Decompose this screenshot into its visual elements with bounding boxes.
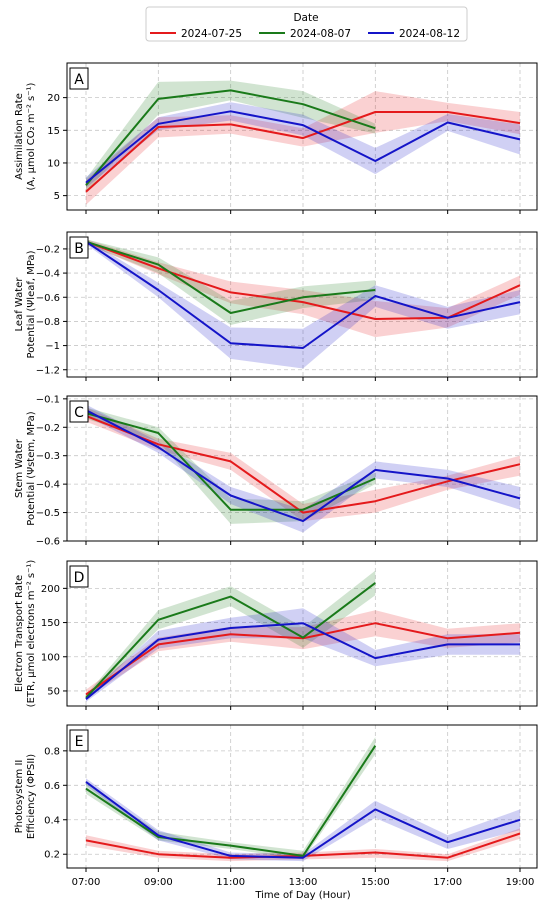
y-axis-label-B-0: Leaf Water	[14, 277, 25, 332]
series-line-B-2024-08-07	[85, 240, 376, 314]
y-tick-label-150: 150	[41, 618, 60, 629]
legend: Date 2024-07-25 2024-08-07 2024-08-12	[145, 6, 468, 42]
band-B-2024-08-12	[86, 239, 520, 369]
series-line-C-2024-08-07	[85, 412, 376, 511]
x-tick-label-17:00: 17:00	[433, 877, 462, 888]
y-tick-label-15: 15	[47, 126, 60, 137]
axes-frame-C	[66, 395, 538, 542]
band-D-2024-07-25	[86, 610, 520, 698]
series-line-A-2024-08-12	[85, 110, 521, 184]
panel-letter-box-A	[69, 67, 89, 90]
series-line-B-2024-08-12	[85, 240, 521, 349]
x-tick-label-13:00: 13:00	[289, 877, 318, 888]
y-tick-label--1: −1	[45, 341, 60, 352]
band-C-2024-08-07	[86, 407, 376, 524]
band-B-2024-07-25	[86, 239, 520, 338]
y-tick-label--0.3: −0.3	[36, 451, 60, 462]
y-tick-label-0.6: 0.6	[44, 781, 60, 792]
band-C-2024-08-12	[86, 404, 520, 533]
band-A-2024-08-07	[86, 80, 376, 192]
y-axis-label-D-1: (ETR, μmol electrons m⁻² s⁻¹)	[26, 560, 37, 708]
panel-letter-C: C	[74, 405, 84, 421]
y-tick-label-200: 200	[41, 584, 60, 595]
y-axis-label-E-0: Photosystem II	[14, 760, 25, 834]
y-axis-label-A-0: Assimilation Rate	[14, 93, 25, 180]
y-tick-label-10: 10	[47, 158, 60, 169]
x-tick-label-19:00: 19:00	[506, 877, 535, 888]
axes-frame-E	[66, 724, 538, 869]
y-axis-label-B-1: Potential (Ψleaf, MPa)	[26, 250, 37, 358]
panel-letter-E: E	[75, 734, 84, 750]
y-tick-label--0.1: −0.1	[36, 394, 60, 405]
y-tick-label--0.6: −0.6	[36, 537, 60, 548]
x-axis-label: Time of Day (Hour)	[254, 890, 350, 901]
panel-B: −1.2 −1 −0.8 −0.6 −0.4 −0.2 B Leaf Water Potenti…	[14, 231, 538, 381]
series-line-E-2024-08-12	[85, 781, 521, 859]
panel-D: 50 100 150 200 D Electron Transport Rate (ETR,…	[14, 560, 538, 710]
y-tick-label-50: 50	[47, 686, 60, 697]
legend-entry-2024-08-07: 2024-08-07	[290, 28, 351, 40]
y-tick-label--0.4: −0.4	[36, 269, 60, 280]
axes-frame-B	[66, 231, 538, 378]
y-tick-label--0.2: −0.2	[36, 423, 60, 434]
panel-letter-box-B	[69, 236, 89, 259]
y-tick-label-0.8: 0.8	[44, 746, 60, 757]
y-axis-label-D-0: Electron Transport Rate	[14, 575, 25, 692]
legend-entry-2024-07-25: 2024-07-25	[181, 28, 242, 40]
legend-title: Date	[293, 12, 318, 24]
axes-frame-D	[66, 560, 538, 707]
panel-letter-box-E	[69, 729, 89, 752]
series-line-E-2024-08-07	[85, 745, 377, 857]
y-tick-label-5: 5	[54, 191, 60, 202]
y-tick-label--0.4: −0.4	[36, 480, 60, 491]
band-A-2024-07-25	[86, 91, 520, 205]
band-A-2024-08-12	[86, 102, 520, 188]
y-tick-label-0.2: 0.2	[44, 850, 60, 861]
y-axis-label-C-0: Stem Water	[14, 438, 25, 498]
panel-E: 07:00 09:00 11:00 13:00 15:00 17:00 19:00 0.2 0.…	[14, 724, 538, 888]
band-E-2024-07-25	[86, 828, 520, 862]
series-line-A-2024-08-07	[85, 89, 376, 186]
y-tick-label--1.2: −1.2	[36, 365, 60, 376]
panel-letter-A: A	[74, 72, 84, 88]
y-tick-label-100: 100	[41, 652, 60, 663]
x-tick-label-09:00: 09:00	[144, 877, 173, 888]
panel-C: −0.6 −0.5 −0.4 −0.3 −0.2 −0.1 C Stem Water Poten…	[14, 394, 538, 548]
legend-entry-2024-08-12: 2024-08-12	[399, 28, 460, 40]
y-tick-label--0.8: −0.8	[36, 317, 60, 328]
axes-frame-A	[66, 62, 538, 211]
y-tick-label--0.2: −0.2	[36, 244, 60, 255]
y-axis-label-C-1: Potential (Ψstem, MPa)	[26, 411, 37, 525]
panels: 5 10 15 20 A Assimilation Rate (A, μmol CO₂ m⁻…	[14, 62, 538, 888]
x-tick-label-11:00: 11:00	[216, 877, 245, 888]
series-line-A-2024-07-25	[85, 111, 521, 193]
series-line-C-2024-07-25	[85, 414, 521, 514]
panel-A: 5 10 15 20 A Assimilation Rate (A, μmol CO₂ m⁻…	[14, 62, 538, 214]
series-line-D-2024-08-07	[85, 582, 376, 699]
x-tick-label-07:00: 07:00	[72, 877, 101, 888]
y-axis-label-E-1: Efficiency (ΦPSII)	[26, 754, 37, 839]
series-line-D-2024-08-12	[85, 622, 520, 700]
y-tick-label--0.6: −0.6	[36, 293, 60, 304]
y-tick-label-20: 20	[47, 93, 60, 104]
y-axis-label-A-1: (A, μmol CO₂ m⁻² s⁻¹)	[26, 82, 37, 190]
x-tick-label-15:00: 15:00	[361, 877, 390, 888]
y-tick-label-0.4: 0.4	[44, 815, 60, 826]
panel-letter-box-C	[69, 400, 89, 423]
band-D-2024-08-12	[86, 608, 520, 702]
series-line-C-2024-08-12	[85, 409, 521, 523]
band-B-2024-08-07	[86, 239, 376, 325]
panel-letter-box-D	[69, 565, 89, 588]
panel-letter-B: B	[74, 241, 84, 257]
y-tick-label--0.5: −0.5	[36, 508, 60, 519]
panel-letter-D: D	[74, 570, 85, 586]
band-C-2024-07-25	[86, 407, 520, 522]
